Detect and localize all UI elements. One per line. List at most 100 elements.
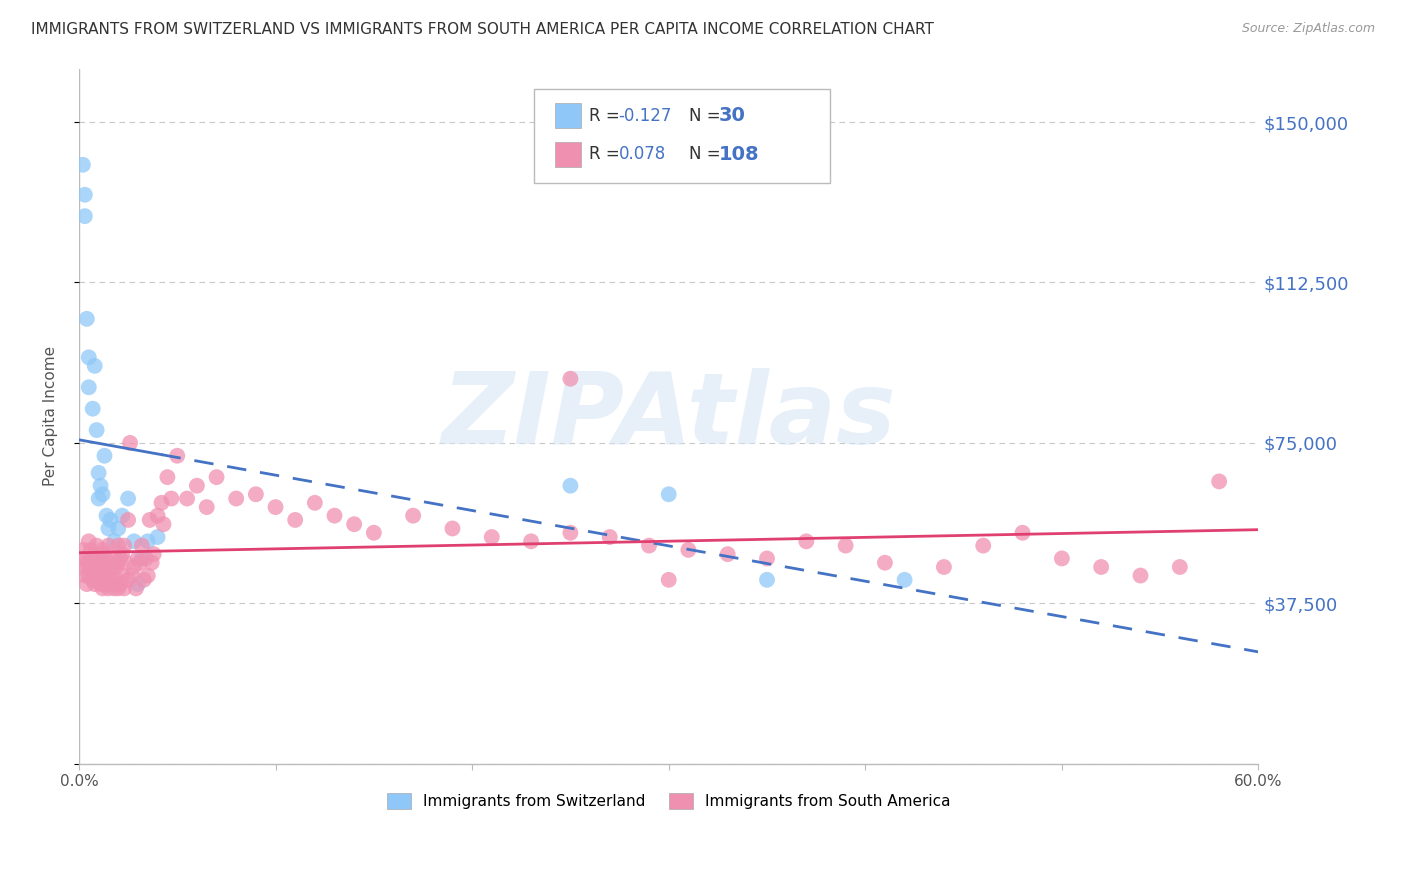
Point bbox=[83, 577, 105, 591]
Point bbox=[225, 491, 247, 506]
Point bbox=[122, 534, 145, 549]
Point bbox=[932, 560, 955, 574]
Point bbox=[115, 556, 138, 570]
Point bbox=[73, 209, 96, 223]
Point bbox=[756, 551, 779, 566]
Point bbox=[176, 491, 198, 506]
Point bbox=[138, 513, 160, 527]
Point bbox=[107, 539, 129, 553]
Point bbox=[107, 582, 129, 596]
Point bbox=[131, 551, 153, 566]
Point bbox=[110, 577, 132, 591]
Text: N =: N = bbox=[689, 107, 725, 125]
Point bbox=[100, 513, 122, 527]
Point bbox=[70, 560, 93, 574]
Point bbox=[127, 577, 149, 591]
Point bbox=[105, 560, 128, 574]
Text: IMMIGRANTS FROM SWITZERLAND VS IMMIGRANTS FROM SOUTH AMERICA PER CAPITA INCOME C: IMMIGRANTS FROM SWITZERLAND VS IMMIGRANT… bbox=[31, 22, 934, 37]
Point bbox=[343, 517, 366, 532]
Point bbox=[127, 551, 149, 566]
Point bbox=[83, 547, 105, 561]
Point bbox=[103, 582, 125, 596]
Point bbox=[520, 534, 543, 549]
Point bbox=[90, 551, 112, 566]
Point bbox=[128, 556, 150, 570]
Point bbox=[120, 436, 142, 450]
Point bbox=[93, 547, 115, 561]
Point bbox=[91, 487, 114, 501]
Point bbox=[90, 479, 112, 493]
Point bbox=[245, 487, 267, 501]
Point bbox=[100, 556, 122, 570]
Y-axis label: Per Capita Income: Per Capita Income bbox=[44, 346, 58, 486]
Text: R =: R = bbox=[589, 107, 626, 125]
Point bbox=[93, 449, 115, 463]
Point bbox=[1129, 568, 1152, 582]
Text: -0.127: -0.127 bbox=[619, 107, 672, 125]
Point bbox=[111, 547, 134, 561]
Point bbox=[91, 542, 114, 557]
Point bbox=[97, 521, 120, 535]
Point bbox=[107, 521, 129, 535]
Point bbox=[141, 556, 163, 570]
Point bbox=[86, 568, 108, 582]
Point bbox=[150, 496, 173, 510]
Point bbox=[117, 513, 139, 527]
Point bbox=[72, 158, 94, 172]
Point bbox=[142, 547, 165, 561]
Point bbox=[112, 539, 135, 553]
Point bbox=[166, 449, 188, 463]
Text: 0.078: 0.078 bbox=[619, 145, 666, 163]
Point bbox=[136, 568, 159, 582]
Point bbox=[117, 491, 139, 506]
Point bbox=[97, 564, 120, 578]
Point bbox=[560, 525, 582, 540]
Point bbox=[73, 187, 96, 202]
Point bbox=[97, 539, 120, 553]
Point bbox=[160, 491, 183, 506]
Point bbox=[146, 508, 169, 523]
Point bbox=[323, 508, 346, 523]
Point bbox=[1208, 475, 1230, 489]
Point bbox=[101, 577, 124, 591]
Point bbox=[80, 542, 103, 557]
Text: Source: ZipAtlas.com: Source: ZipAtlas.com bbox=[1241, 22, 1375, 36]
Point bbox=[717, 547, 740, 561]
Point bbox=[125, 582, 148, 596]
Point bbox=[77, 556, 100, 570]
Point bbox=[82, 401, 104, 416]
Point bbox=[76, 556, 98, 570]
Point bbox=[304, 496, 326, 510]
Point bbox=[77, 534, 100, 549]
Point bbox=[90, 577, 112, 591]
Point bbox=[82, 573, 104, 587]
Point bbox=[112, 582, 135, 596]
Point bbox=[87, 491, 110, 506]
Point bbox=[93, 556, 115, 570]
Point bbox=[87, 466, 110, 480]
Point bbox=[91, 582, 114, 596]
Point bbox=[117, 573, 139, 587]
Point bbox=[834, 539, 856, 553]
Point bbox=[599, 530, 621, 544]
Point bbox=[441, 521, 464, 535]
Point bbox=[195, 500, 218, 514]
Point bbox=[76, 311, 98, 326]
Point bbox=[103, 551, 125, 566]
Point bbox=[103, 534, 125, 549]
Point bbox=[87, 564, 110, 578]
Point bbox=[560, 479, 582, 493]
Point bbox=[105, 573, 128, 587]
Point bbox=[156, 470, 179, 484]
Point bbox=[678, 542, 700, 557]
Point bbox=[122, 560, 145, 574]
Point bbox=[205, 470, 228, 484]
Point bbox=[402, 508, 425, 523]
Point bbox=[80, 564, 103, 578]
Point bbox=[96, 508, 118, 523]
Point bbox=[86, 539, 108, 553]
Point bbox=[121, 568, 143, 582]
Point bbox=[101, 560, 124, 574]
Point bbox=[756, 573, 779, 587]
Point bbox=[363, 525, 385, 540]
